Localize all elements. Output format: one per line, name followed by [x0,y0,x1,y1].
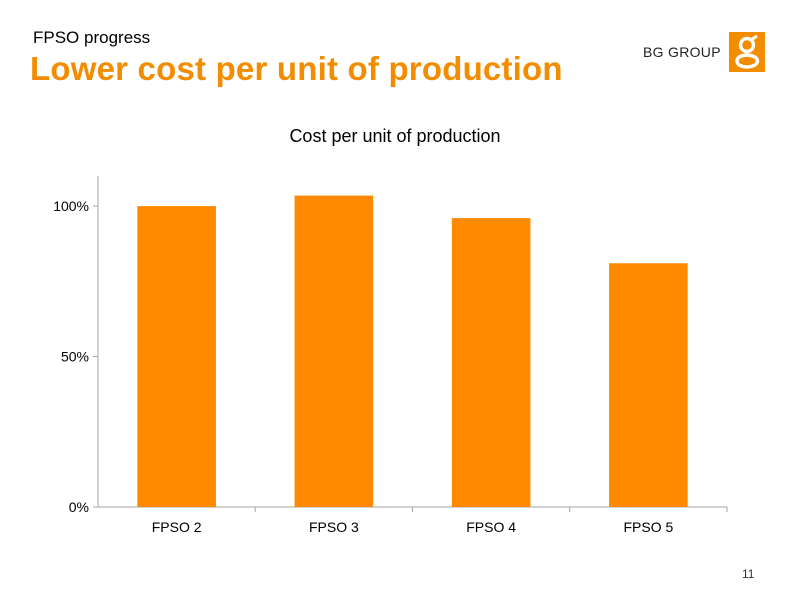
x-tick-label: FPSO 2 [152,519,202,535]
y-tick-label: 0% [69,499,89,515]
bar [137,206,216,507]
slide-title: Lower cost per unit of production [30,50,563,87]
chart-title: Cost per unit of production [289,126,500,146]
y-tick-label: 100% [53,198,89,214]
bar [451,218,531,508]
bar [294,195,374,507]
x-axis: FPSO 2 FPSO 3 FPSO 4 FPSO 5 [98,506,728,535]
bg-group-logo: BG GROUP [643,32,765,72]
x-tick-label: FPSO 5 [623,519,673,535]
y-axis: 0% 50% 100% [53,176,99,515]
y-tick-label: 50% [61,349,89,365]
bar-chart: Cost per unit of production 0% 50% 100% FP… [53,126,728,535]
bg-group-logo-icon [728,32,765,72]
x-tick-label: FPSO 4 [466,519,516,535]
bars [137,195,688,508]
slide-subtitle: FPSO progress [33,28,151,47]
bar [609,263,688,507]
logo-text: BG GROUP [643,44,721,60]
page-number: 11 [742,567,755,581]
x-tick-label: FPSO 3 [309,519,359,535]
